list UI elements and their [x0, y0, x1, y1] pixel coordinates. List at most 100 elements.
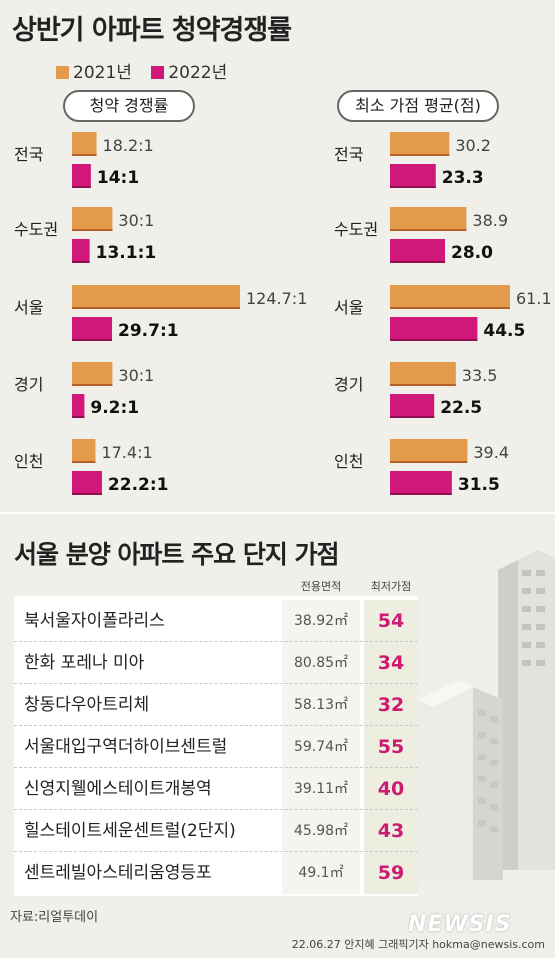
bar: [390, 164, 436, 188]
bar-edge: [390, 229, 467, 231]
complex-min-score: 34: [364, 642, 418, 684]
row-divider: [14, 851, 418, 852]
data-label: 13.1:1: [96, 243, 157, 263]
legend: 2021년 2022년: [56, 58, 241, 83]
table-row: 창동다우아트리체 58.13㎡ 32: [14, 684, 418, 726]
chart-title-min-score: 최소 가점 평균(점): [337, 90, 499, 122]
complex-min-score: 32: [364, 684, 418, 726]
chart-title-competition: 청약 경쟁률: [63, 90, 195, 122]
building-illustration: [418, 550, 555, 880]
data-label: 30.2: [455, 136, 491, 155]
bar: [72, 207, 113, 231]
row-divider: [14, 641, 418, 642]
bar-edge: [72, 186, 91, 188]
bar: [72, 164, 91, 188]
data-label: 9.2:1: [90, 398, 139, 418]
data-label: 44.5: [483, 321, 525, 341]
bar-edge: [72, 461, 96, 463]
table-header-area: 전용면적: [300, 580, 342, 593]
bar: [390, 132, 450, 156]
category-label: 전국: [334, 145, 363, 164]
data-label: 18.2:1: [103, 136, 154, 155]
page-title: 상반기 아파트 청약경쟁률: [12, 15, 292, 46]
bar-edge: [390, 307, 510, 309]
complex-min-score: 43: [364, 810, 418, 852]
bar: [72, 439, 96, 463]
bar: [72, 317, 113, 341]
complex-name: 힐스테이트세운센트럴(2단지): [24, 821, 236, 841]
category-label: 전국: [14, 145, 43, 164]
category-label: 경기: [14, 375, 43, 394]
data-label: 61.1: [516, 289, 552, 308]
bar-edge: [72, 493, 102, 495]
table-title: 서울 분양 아파트 주요 단지 가점: [14, 540, 340, 569]
source-note: 자료:리얼투데이: [10, 910, 99, 925]
bar-edge: [72, 154, 97, 156]
bar-edge: [390, 339, 478, 341]
table-row: 센트레빌아스테리움영등포 49.1㎡ 59: [14, 852, 418, 894]
legend-swatch-2022: [151, 66, 165, 79]
table-header-score: 최저가점: [370, 580, 412, 593]
data-label: 39.4: [473, 443, 509, 462]
data-label: 33.5: [462, 366, 498, 385]
bar-edge: [72, 307, 240, 309]
complex-min-score: 55: [364, 726, 418, 768]
complex-name: 신영지웰에스테이트개봉역: [24, 779, 212, 799]
data-label: 38.9: [472, 211, 508, 230]
bar: [72, 285, 240, 309]
data-label: 14:1: [97, 168, 139, 188]
data-label: 17.4:1: [101, 443, 152, 462]
data-label: 23.3: [442, 168, 484, 188]
bar: [390, 394, 435, 418]
complex-area: 45.98㎡: [282, 810, 360, 852]
complex-min-score: 59: [364, 852, 418, 894]
data-label: 30:1: [118, 211, 154, 230]
bar: [72, 471, 102, 495]
bar: [72, 362, 113, 386]
bar-edge: [390, 154, 450, 156]
complex-area: 80.85㎡: [282, 642, 360, 684]
data-label: 29.7:1: [118, 321, 179, 341]
bar-edge: [390, 384, 456, 386]
bar: [390, 285, 510, 309]
complex-area: 39.11㎡: [282, 768, 360, 810]
complex-area: 49.1㎡: [282, 852, 360, 894]
data-label: 28.0: [451, 243, 493, 263]
row-divider: [14, 725, 418, 726]
table-row: 한화 포레나 미아 80.85㎡ 34: [14, 642, 418, 684]
category-label: 서울: [14, 298, 43, 317]
category-label: 인천: [14, 452, 43, 471]
row-divider: [14, 683, 418, 684]
legend-swatch-2021: [56, 66, 69, 79]
complex-name: 창동다우아트리체: [24, 695, 150, 715]
bar-edge: [72, 384, 113, 386]
data-label: 22.2:1: [108, 475, 169, 495]
legend-item-2021: 2021년: [56, 58, 132, 83]
complex-name: 센트레빌아스테리움영등포: [24, 863, 212, 883]
section-divider: [0, 512, 555, 514]
table-row: 북서울자이폴라리스 38.92㎡ 54: [14, 600, 418, 642]
row-divider: [14, 767, 418, 768]
table-row: 힐스테이트세운센트럴(2단지) 45.98㎡ 43: [14, 810, 418, 852]
bar-edge: [390, 261, 445, 263]
category-label: 서울: [334, 298, 363, 317]
data-label: 30:1: [118, 366, 154, 385]
bar-edge: [390, 493, 452, 495]
legend-label-2021: 2021년: [73, 63, 132, 83]
complex-min-score: 54: [364, 600, 418, 642]
bar-edge: [72, 229, 113, 231]
complex-name: 한화 포레나 미아: [24, 653, 145, 673]
bar-edge: [390, 186, 436, 188]
bar: [390, 471, 452, 495]
complex-name: 북서울자이폴라리스: [24, 611, 165, 631]
data-label: 31.5: [458, 475, 500, 495]
data-label: 22.5: [440, 398, 482, 418]
bar: [72, 132, 97, 156]
legend-item-2022: 2022년: [151, 58, 227, 83]
complex-name: 서울대입구역더하이브센트럴: [24, 737, 228, 757]
bar: [390, 317, 478, 341]
bar: [390, 239, 445, 263]
legend-label-2022: 2022년: [168, 63, 228, 83]
complex-area: 38.92㎡: [282, 600, 360, 642]
complex-min-score: 40: [364, 768, 418, 810]
